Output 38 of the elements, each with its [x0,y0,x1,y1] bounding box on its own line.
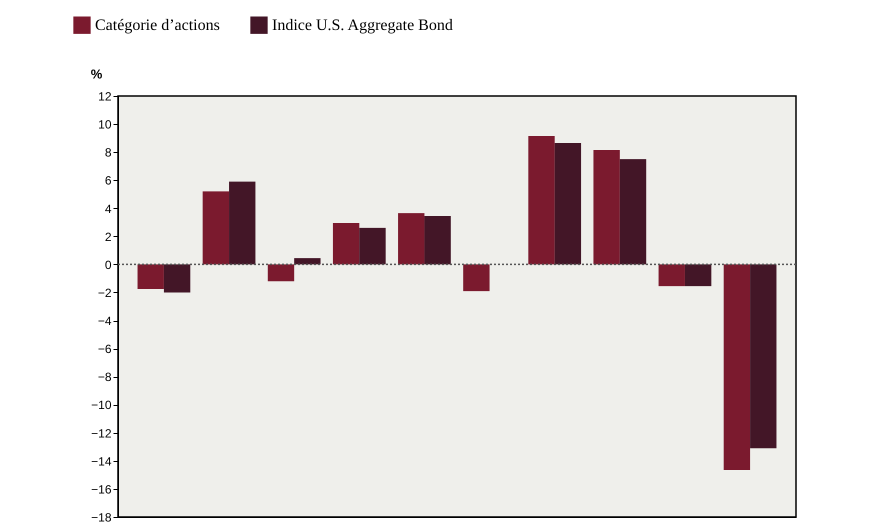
y-tick-label: 2 [104,230,112,244]
y-tick-label: 8 [104,146,112,160]
bar [164,264,190,292]
y-tick-label: −6 [98,342,112,356]
y-tick-label: −16 [91,482,112,496]
bar [463,264,490,292]
legend-label: Indice U.S. Aggregate Bond [272,17,453,34]
bar [658,264,685,286]
y-tick-label: 12 [98,90,112,104]
bar [724,264,750,470]
y-tick-label: −8 [98,370,112,384]
y-tick-label: −18 [91,510,112,524]
bar [424,216,451,264]
legend-label: Catégorie d’actions [95,17,220,34]
y-tick-label: −14 [91,454,112,468]
y-tick-label: −10 [91,398,112,412]
bar [593,150,620,264]
y-tick-label: 0 [104,258,112,272]
y-tick-label: 10 [98,118,112,132]
bar [554,143,582,264]
bar [359,228,386,264]
y-tick-label: −4 [98,314,112,328]
bar [229,182,256,264]
y-axis-title: % [90,66,103,82]
bar [528,136,555,264]
bar [294,258,321,264]
bar [138,264,164,289]
y-tick-label: 4 [104,202,112,216]
bar [268,264,294,282]
bar [620,159,646,264]
y-tick-label: 6 [104,174,112,188]
bar [684,264,712,286]
y-tick-label: −12 [91,426,112,440]
bar [332,223,360,264]
bar [750,264,776,448]
bar [398,213,424,264]
bar [202,191,230,264]
y-tick-label: −2 [98,286,112,300]
